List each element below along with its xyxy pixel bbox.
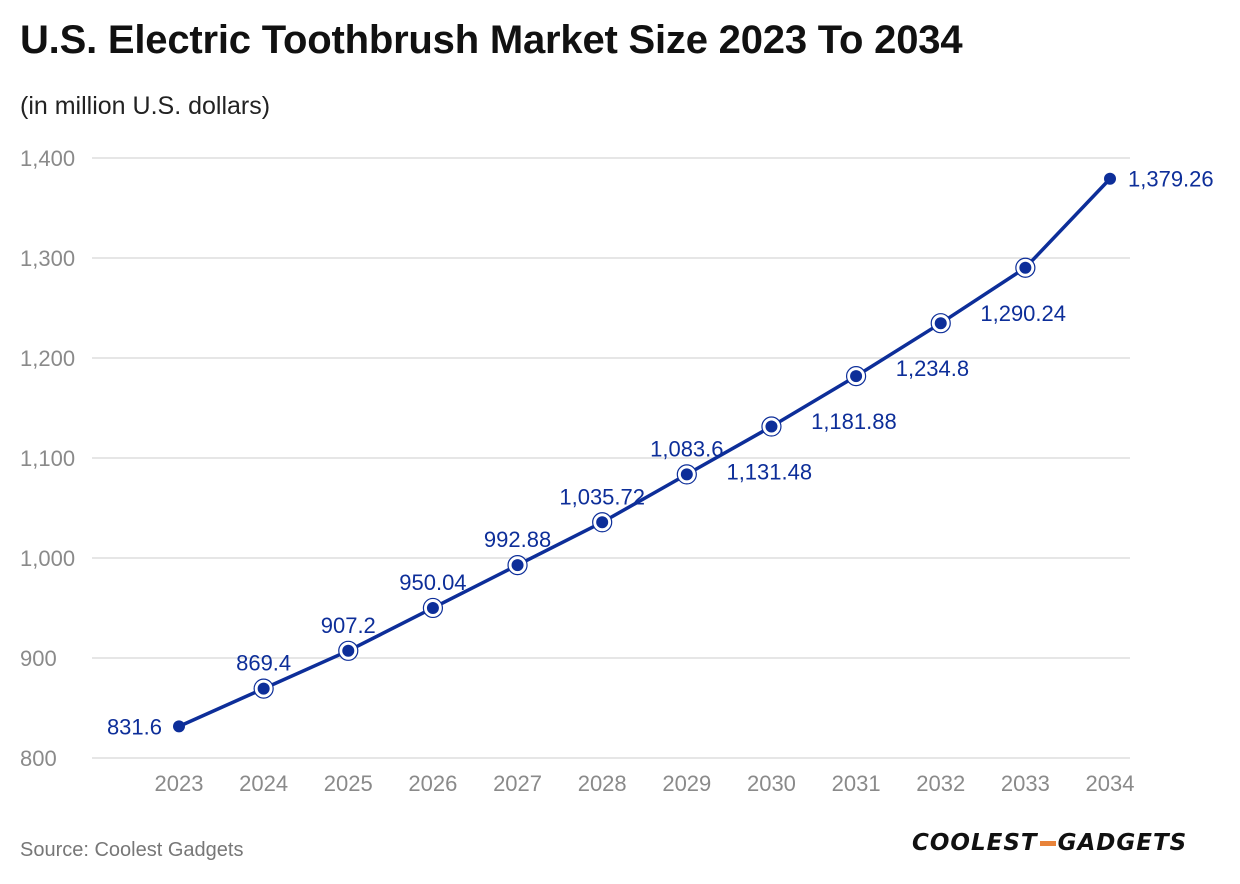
data-point-dot xyxy=(257,682,270,695)
data-point-dot xyxy=(765,420,778,433)
data-point-dot xyxy=(511,559,524,572)
data-label: 869.4 xyxy=(236,651,291,676)
y-tick-label: 1,200 xyxy=(20,346,75,371)
y-tick-label: 900 xyxy=(20,646,57,671)
y-tick-label: 800 xyxy=(20,746,57,771)
x-tick-label: 2026 xyxy=(408,771,457,796)
chart-title: U.S. Electric Toothbrush Market Size 202… xyxy=(20,18,963,62)
data-point xyxy=(761,416,782,437)
data-label: 1,379.26 xyxy=(1128,167,1214,192)
data-point-dot xyxy=(426,601,439,614)
series-line xyxy=(177,176,1112,729)
data-point-dot xyxy=(850,370,863,383)
data-point-dot xyxy=(596,516,609,529)
data-label: 1,234.8 xyxy=(896,356,969,381)
data-point xyxy=(1015,257,1036,278)
logo-word-right: GADGETS xyxy=(1057,830,1188,856)
y-tick-label: 1,400 xyxy=(20,146,75,171)
data-point xyxy=(845,366,867,387)
data-point-dot xyxy=(342,644,355,657)
data-label: 1,035.72 xyxy=(559,484,645,509)
logo-dash xyxy=(1039,841,1056,846)
data-points xyxy=(173,172,1116,733)
data-label: 907.2 xyxy=(321,613,376,638)
data-point-dot xyxy=(934,317,947,330)
y-tick-label: 1,100 xyxy=(20,446,75,471)
source-note: Source: Coolest Gadgets xyxy=(20,839,244,861)
x-tick-label: 2024 xyxy=(239,771,288,796)
data-point xyxy=(173,720,185,733)
y-axis-ticks: 800 900 1,000 1,100 1,200 1,300 1,400 xyxy=(20,146,75,771)
data-label: 1,290.24 xyxy=(980,301,1066,326)
x-axis-ticks: 2023 2024 2025 2026 2027 2028 2029 2030 2031 2032… xyxy=(155,771,1135,796)
logo-word-left: COOLEST xyxy=(912,830,1038,856)
data-point-dot xyxy=(1019,261,1032,274)
data-point xyxy=(338,640,359,661)
grid-lines xyxy=(92,157,1130,759)
data-labels: 831.6 869.4 907.2 950.04 992.88 1,035.721,083… xyxy=(107,167,1214,740)
coolest-gadgets-logo: COOLEST GADGETS xyxy=(912,830,1187,856)
x-tick-label: 2028 xyxy=(578,771,627,796)
data-point xyxy=(592,512,613,533)
data-point-dot xyxy=(680,468,693,481)
data-point xyxy=(253,678,274,699)
x-tick-label: 2032 xyxy=(916,771,965,796)
x-tick-label: 2030 xyxy=(747,771,796,796)
data-point xyxy=(676,464,697,485)
x-tick-label: 2023 xyxy=(155,771,204,796)
data-label: 1,083.6 xyxy=(650,436,723,461)
data-label: 831.6 xyxy=(107,714,162,739)
data-label: 992.88 xyxy=(484,527,551,552)
data-point xyxy=(1104,172,1116,185)
data-label: 1,131.48 xyxy=(726,460,812,485)
x-tick-label: 2031 xyxy=(832,771,881,796)
data-point xyxy=(930,313,951,334)
chart-subtitle: (in million U.S. dollars) xyxy=(20,92,271,120)
data-label: 1,181.88 xyxy=(811,409,897,434)
x-tick-label: 2029 xyxy=(662,771,711,796)
x-tick-label: 2025 xyxy=(324,771,373,796)
x-tick-label: 2027 xyxy=(493,771,542,796)
series-line-path xyxy=(177,176,1112,729)
data-point xyxy=(422,597,444,619)
y-tick-label: 1,000 xyxy=(20,546,75,571)
data-point xyxy=(507,555,528,576)
y-tick-label: 1,300 xyxy=(20,246,75,271)
x-tick-label: 2034 xyxy=(1086,771,1135,796)
data-point-dot xyxy=(1104,172,1116,185)
x-tick-label: 2033 xyxy=(1001,771,1050,796)
data-label: 950.04 xyxy=(399,570,466,595)
data-point-dot xyxy=(173,720,185,733)
